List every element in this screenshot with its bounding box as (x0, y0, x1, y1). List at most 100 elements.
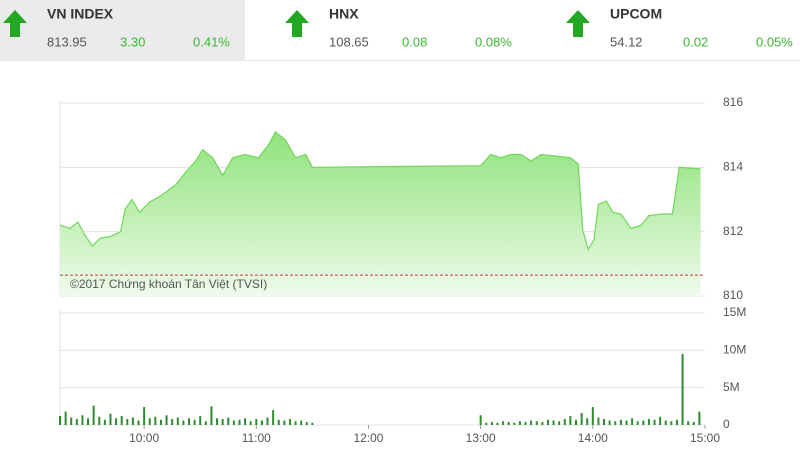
volume-bar (675, 419, 678, 425)
volume-bar (518, 421, 521, 425)
y-tick-label: 5M (723, 380, 740, 394)
volume-bar (260, 420, 263, 425)
up-arrow (3, 10, 27, 37)
volume-bar (647, 419, 650, 425)
volume-bar (165, 415, 168, 425)
volume-bar (698, 411, 701, 425)
index-change: 0.02 (683, 34, 708, 49)
index-percent: 0.41% (193, 34, 230, 49)
index-change: 3.30 (120, 34, 145, 49)
volume-bar (608, 420, 611, 425)
y-tick-label: 810 (723, 288, 743, 302)
volume-bar (64, 411, 67, 425)
volume-bar (670, 421, 673, 425)
index-value: 108.65 (329, 34, 369, 49)
volume-bar (109, 413, 112, 425)
volume-bar (687, 421, 690, 425)
volume-bar (283, 420, 286, 425)
volume-bar (59, 416, 61, 425)
volume-bar (300, 420, 303, 425)
volume-bar (580, 413, 583, 425)
volume-bar (496, 422, 499, 425)
volume-bar (546, 419, 549, 425)
volume-bar (692, 422, 695, 425)
volume-bar (210, 406, 213, 425)
volume-bar (115, 418, 118, 425)
index-percent: 0.08% (475, 34, 512, 49)
volume-bar (193, 419, 196, 425)
volume-bar (159, 419, 162, 425)
volume-bar (591, 407, 594, 425)
y-tick-label: 812 (723, 224, 743, 238)
up-arrow (566, 10, 590, 37)
volume-bar (575, 419, 577, 425)
index-change: 0.08 (402, 34, 427, 49)
y-tick-label: 10M (723, 343, 746, 357)
volume-bar (188, 418, 190, 425)
volume-bar (513, 422, 516, 425)
volume-bar (244, 418, 247, 425)
x-tick-label: 10:00 (129, 431, 159, 445)
volume-bar (120, 416, 123, 425)
volume-bar (653, 419, 656, 425)
volume-bar (502, 421, 505, 425)
x-tick-label: 14:00 (578, 431, 608, 445)
volume-bar (126, 419, 129, 425)
volume-bar (75, 419, 78, 425)
volume-bar (625, 420, 628, 425)
volume-bar (642, 420, 645, 425)
volume-bar (485, 422, 488, 425)
volume-bar (524, 422, 527, 425)
volume-bar (681, 354, 684, 425)
index-name: VN INDEX (47, 6, 114, 22)
price-line (59, 130, 701, 251)
x-tick-label: 11:00 (242, 431, 271, 445)
volume-bar (636, 421, 639, 425)
volume-bar (204, 421, 207, 425)
index-value: 813.95 (47, 34, 87, 49)
volume-bar (552, 420, 555, 425)
volume-bar (98, 416, 101, 425)
volume-bar (266, 417, 269, 425)
volume-bar (221, 419, 224, 425)
x-tick-label: 12:00 (353, 431, 383, 445)
index-name: UPCOM (610, 6, 662, 22)
volume-bar (288, 419, 291, 425)
volume-bar (227, 417, 230, 425)
volume-bar (154, 416, 157, 425)
volume-bar (216, 418, 219, 425)
volume-bar (603, 419, 606, 425)
watermark: ©2017 Chứng khoán Tân Việt (TVSI) (70, 277, 267, 291)
volume-bar (143, 407, 146, 425)
volume-bar (530, 420, 533, 425)
index-value: 54.12 (610, 34, 643, 49)
price-area-fill (60, 131, 701, 296)
volume-bar (490, 422, 493, 425)
volume-bar (171, 419, 174, 425)
volume-bar (137, 420, 140, 425)
volume-bar (541, 422, 544, 425)
volume-bar (619, 419, 622, 425)
y-tick-label: 816 (723, 95, 743, 109)
volume-bar (103, 419, 106, 425)
volume-bar (507, 422, 510, 425)
x-tick-label: 15:00 (690, 431, 720, 445)
volume-bar (311, 422, 314, 425)
volume-bar (255, 419, 258, 425)
up-arrow (285, 10, 309, 37)
volume-bar (535, 421, 538, 425)
volume-bar (294, 421, 297, 425)
volume-bar (631, 418, 634, 425)
volume-bar (614, 421, 617, 425)
x-tick-label: 13:00 (466, 431, 496, 445)
volume-bar (563, 419, 566, 425)
volume-bar (249, 421, 252, 425)
volume-bar (199, 416, 202, 425)
volume-bar (597, 417, 600, 425)
volume-bar (176, 417, 179, 425)
volume-bar (277, 419, 280, 425)
y-tick-label: 15M (723, 305, 746, 319)
volume-bar (305, 422, 308, 425)
tile-bg (0, 0, 245, 60)
